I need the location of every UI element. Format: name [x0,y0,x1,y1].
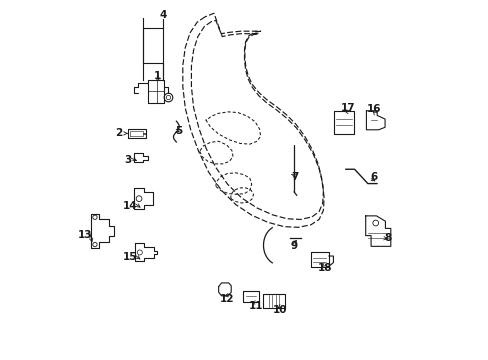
Text: 7: 7 [290,172,298,182]
Text: 8: 8 [384,233,391,243]
Text: 1: 1 [154,71,161,81]
Text: 4: 4 [159,10,166,20]
Text: 17: 17 [340,103,354,113]
Text: 9: 9 [290,241,297,251]
Text: 10: 10 [273,305,287,315]
Text: 5: 5 [175,126,183,135]
Text: 2: 2 [114,129,122,138]
Text: 15: 15 [123,252,138,262]
Text: 6: 6 [370,172,377,182]
Text: 14: 14 [123,201,138,211]
Text: 11: 11 [248,301,263,311]
Text: 18: 18 [317,263,332,273]
Text: 12: 12 [219,294,233,304]
Text: 16: 16 [366,104,381,114]
Text: 3: 3 [124,155,131,165]
Text: 13: 13 [78,230,92,239]
